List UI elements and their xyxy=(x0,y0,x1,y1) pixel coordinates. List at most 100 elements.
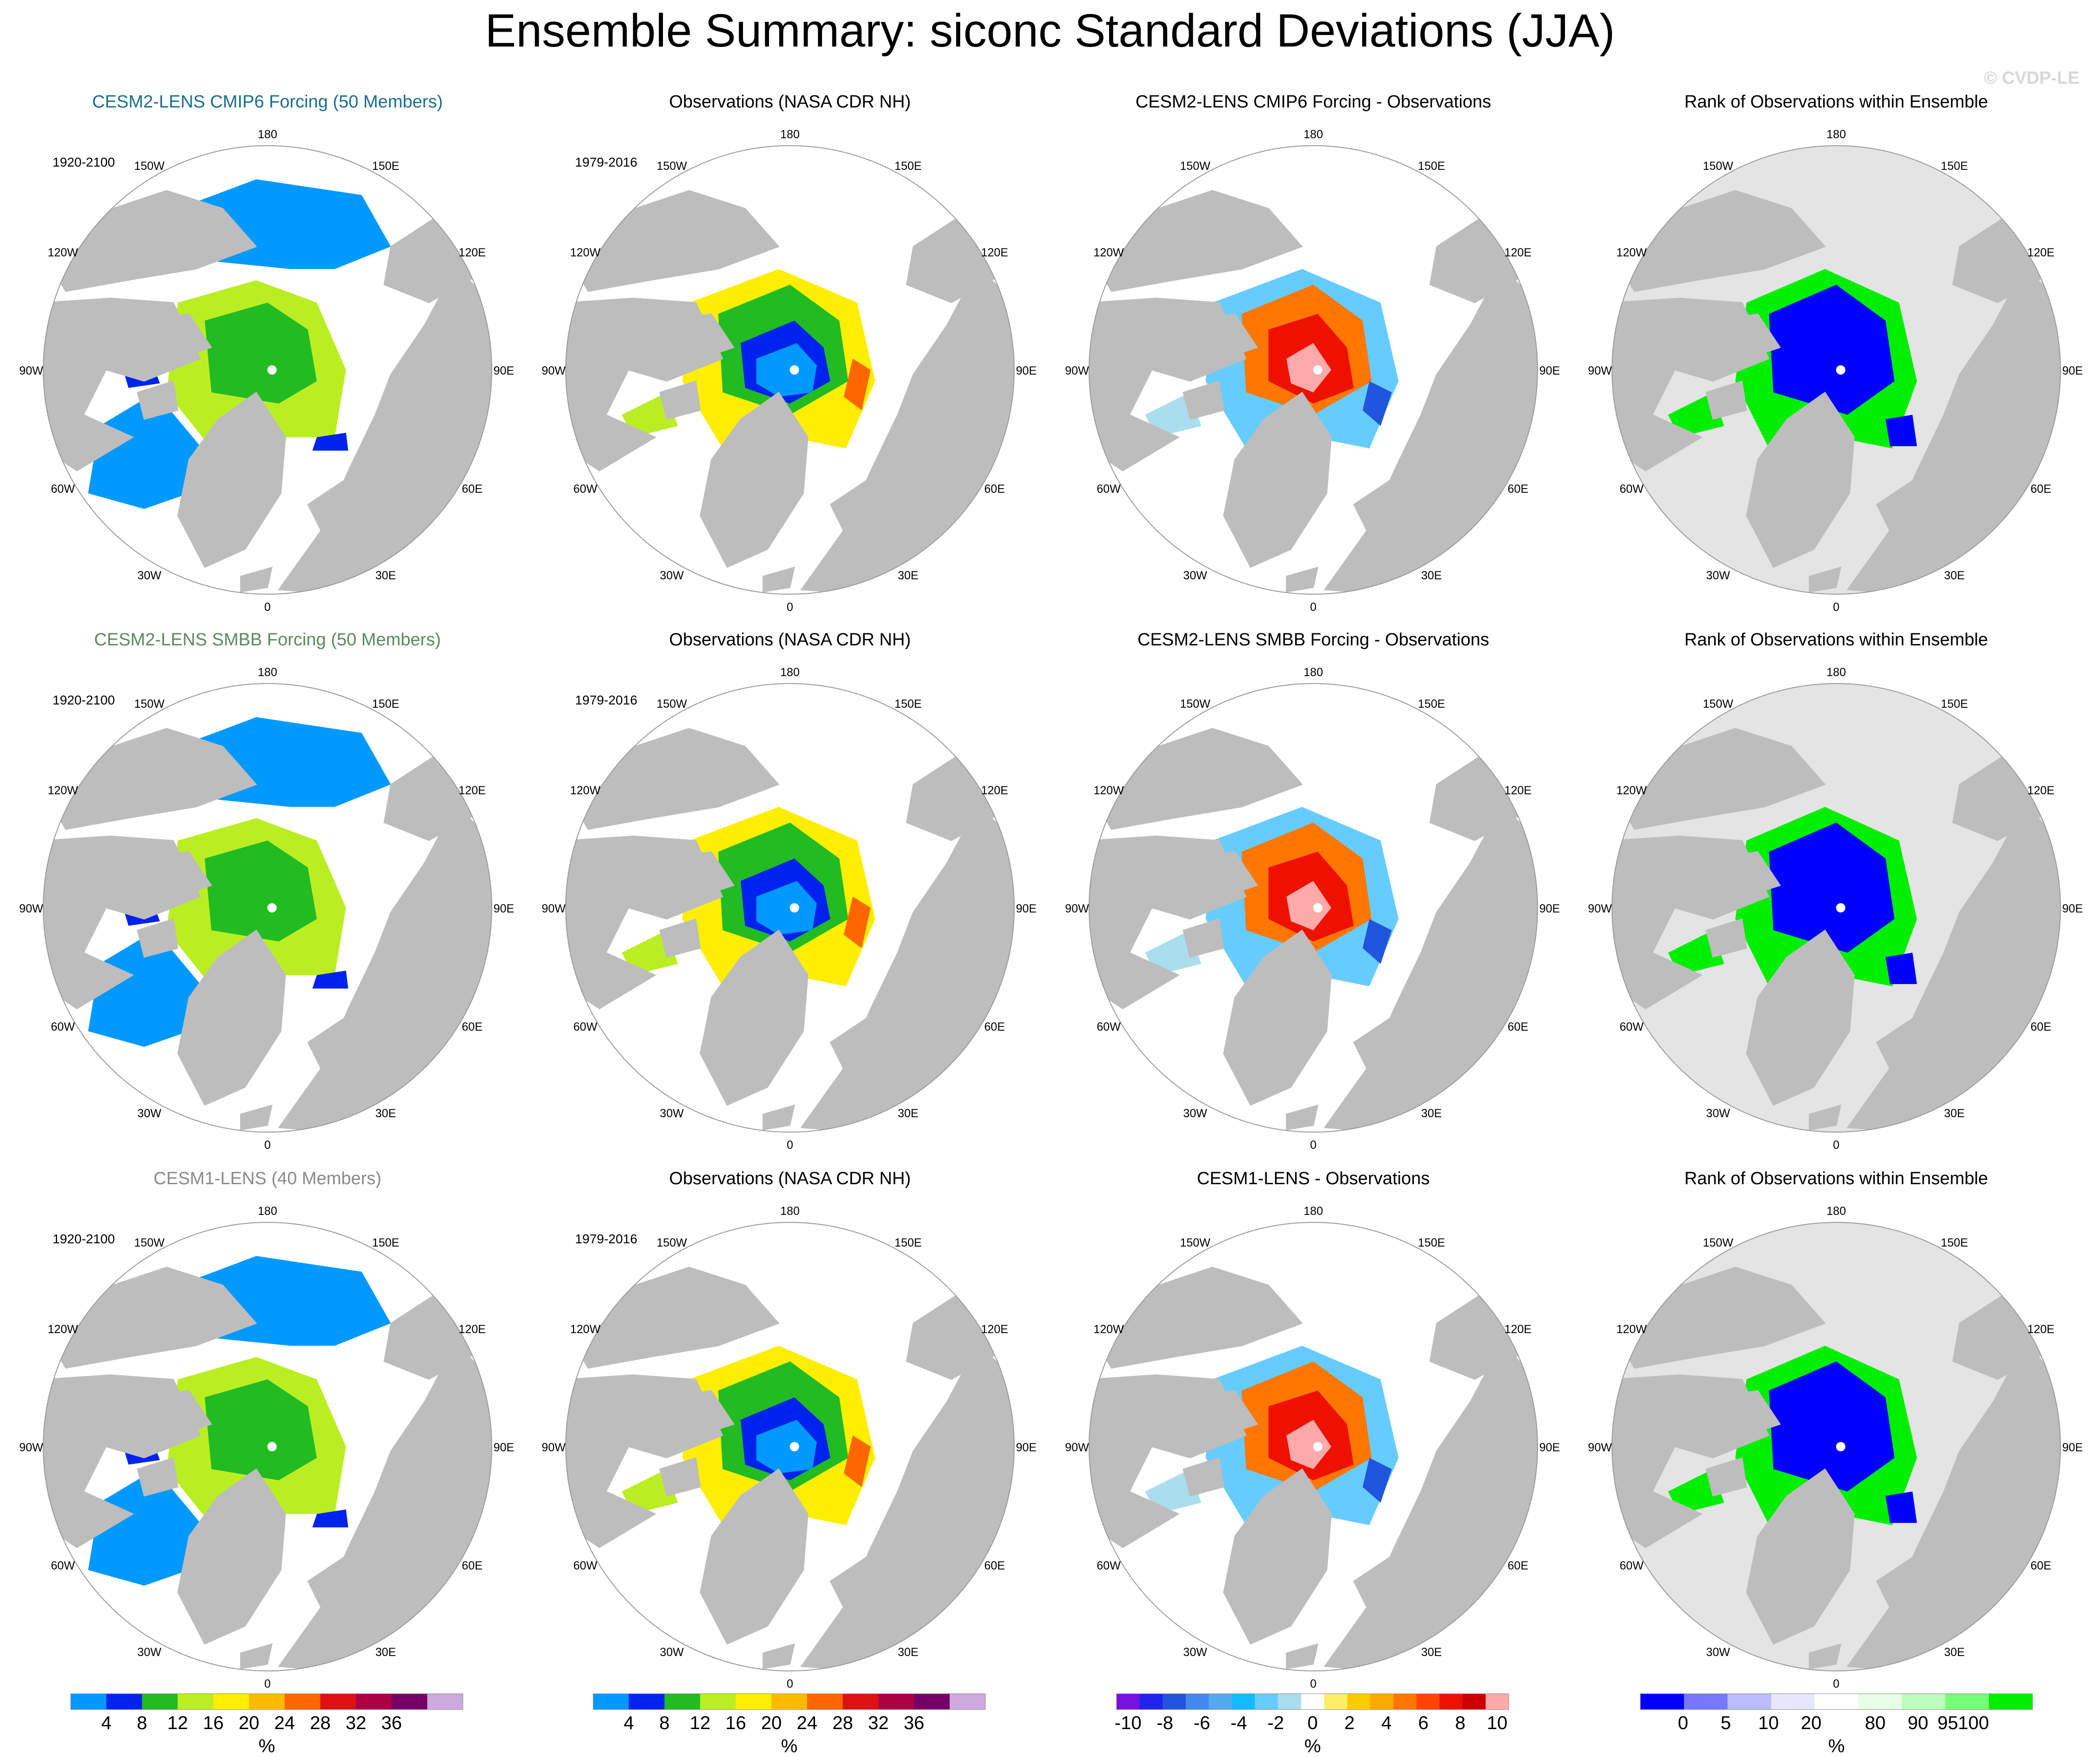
land-mass xyxy=(1705,918,1747,958)
longitude-label: 180 xyxy=(780,1205,800,1218)
colorbar-swatch xyxy=(142,1694,178,1710)
longitude-label: 180 xyxy=(1826,666,1846,679)
map-panel-rank: 180 150E 120E 90E 60E 30E 0 30W 60W 90W 120W 150W Ra… xyxy=(1588,92,2083,614)
map-border xyxy=(565,683,1015,1133)
sea-ice-field xyxy=(1886,1491,1917,1523)
colorbar-tick-label: -10 xyxy=(1115,1713,1142,1733)
longitude-label: 180 xyxy=(1304,1205,1323,1218)
land-mass xyxy=(307,1014,358,1088)
longitude-label: 90W xyxy=(1588,364,1612,377)
longitude-label: 90E xyxy=(1016,364,1037,377)
longitude-label: 90E xyxy=(1016,1441,1037,1454)
longitude-label: 0 xyxy=(1310,601,1317,614)
land-mass xyxy=(1089,1374,1247,1549)
colorbar-tick-label: 20 xyxy=(239,1713,260,1733)
colorbar-tick-label: 20 xyxy=(1801,1713,1822,1733)
colorbar-rank: 0 5 10 20 80 90 95 100% xyxy=(1640,1693,2033,1757)
longitude-label: 60E xyxy=(462,1020,482,1033)
colorbar-unit: % xyxy=(259,1736,275,1757)
land-mass xyxy=(1746,1468,1855,1645)
pole-marker xyxy=(267,365,277,375)
sea-ice-field xyxy=(756,881,817,935)
longitude-label: 30W xyxy=(137,569,161,582)
map-border xyxy=(1612,683,2061,1133)
colorbar-swatch xyxy=(1255,1694,1278,1710)
longitude-label: 150W xyxy=(134,160,165,173)
sea-ice-field xyxy=(1286,1420,1331,1469)
land-mass xyxy=(143,313,213,360)
period-label: 1979-2016 xyxy=(575,693,637,707)
land-mass xyxy=(1286,566,1318,593)
colorbar-swatch xyxy=(1902,1694,1946,1710)
land-mass xyxy=(137,918,179,958)
land-mass xyxy=(240,1104,273,1131)
longitude-label: 150E xyxy=(1418,1236,1445,1249)
land-mass xyxy=(1809,566,1841,593)
colorbar-tick-label: -6 xyxy=(1194,1713,1211,1733)
land-mass xyxy=(1353,1014,1404,1088)
land-mass xyxy=(829,476,880,550)
longitude-label: 90W xyxy=(1588,1441,1612,1454)
longitude-label: 150W xyxy=(1703,160,1733,173)
land-mass xyxy=(1189,313,1258,360)
longitude-label: 120W xyxy=(47,784,78,797)
land-mass xyxy=(1183,1457,1224,1497)
colorbar-tick-label: 8 xyxy=(137,1713,147,1733)
pole-marker xyxy=(789,1442,799,1451)
longitude-label: 180 xyxy=(258,666,277,679)
land-mass xyxy=(1223,1468,1332,1645)
longitude-label: 60W xyxy=(51,483,75,496)
period-label: 1979-2016 xyxy=(575,1232,637,1246)
land-mass xyxy=(1612,1374,1770,1549)
longitude-label: 180 xyxy=(780,128,800,141)
longitude-label: 30E xyxy=(375,569,396,582)
colorbar-tick-label: 4 xyxy=(101,1713,111,1733)
longitude-label: 60W xyxy=(573,1559,597,1572)
colorbar-swatch xyxy=(1347,1694,1371,1710)
colorbar-tick-label: 28 xyxy=(832,1713,853,1733)
longitude-label: 120E xyxy=(459,246,486,259)
longitude-label: 60E xyxy=(984,483,1005,496)
longitude-label: 150W xyxy=(134,1236,165,1249)
land-mass xyxy=(1746,391,1855,568)
longitude-label: 30W xyxy=(1183,1646,1207,1659)
longitude-label: 30E xyxy=(1944,1107,1965,1120)
longitude-label: 90E xyxy=(1539,902,1560,915)
panel-title-model: CESM2-LENS SMBB Forcing (50 Members) xyxy=(94,630,441,650)
longitude-label: 120W xyxy=(1093,784,1124,797)
map-panel-model: 180 150E 120E 90E 60E 30E 0 30W 60W 90W 120W 150W CE… xyxy=(19,630,514,1152)
map-border xyxy=(1089,1222,1538,1671)
land-mass xyxy=(177,929,286,1106)
colorbar-swatch xyxy=(1278,1694,1302,1710)
colorbar-swatch xyxy=(1370,1694,1394,1710)
longitude-label: 30E xyxy=(1944,569,1965,582)
colorbar-tick-label: 80 xyxy=(1865,1713,1886,1733)
longitude-label: 150W xyxy=(656,697,687,711)
colorbar-difference: -10 -8 -6 -4 -2 0 2 4 6 8 10% xyxy=(1115,1693,1509,1757)
longitude-label: 120W xyxy=(570,246,601,259)
longitude-label: 120W xyxy=(1616,784,1647,797)
longitude-label: 30E xyxy=(1421,1646,1442,1659)
land-mass xyxy=(1089,297,1247,472)
colorbar-swatch xyxy=(843,1694,879,1710)
land-mass xyxy=(137,1457,179,1497)
land-mass xyxy=(566,1374,723,1549)
sea-ice-field xyxy=(1363,381,1392,426)
longitude-label: 30E xyxy=(1421,1107,1442,1120)
land-mass xyxy=(177,391,286,568)
longitude-label: 30W xyxy=(137,1646,161,1659)
longitude-label: 120E xyxy=(459,1323,486,1336)
land-mass xyxy=(1876,1553,1926,1627)
longitude-label: 0 xyxy=(787,1139,793,1152)
longitude-label: 30W xyxy=(1706,1107,1730,1120)
land-mass xyxy=(566,297,723,472)
colorbar-swatch xyxy=(1858,1694,1902,1710)
longitude-label: 120E xyxy=(981,1323,1008,1336)
longitude-label: 60E xyxy=(1508,1020,1528,1033)
panel-title-obs: Observations (NASA CDR NH) xyxy=(669,1169,910,1188)
panel-title-rank: Rank of Observations within Ensemble xyxy=(1685,92,1988,112)
colorbar-tick-label: -8 xyxy=(1157,1713,1173,1733)
longitude-label: 150E xyxy=(1941,160,1968,173)
sea-ice-field xyxy=(205,302,317,404)
map-panel-obs: 180 150E 120E 90E 60E 30E 0 30W 60W 90W 120W 150W Ob… xyxy=(542,1169,1037,1690)
